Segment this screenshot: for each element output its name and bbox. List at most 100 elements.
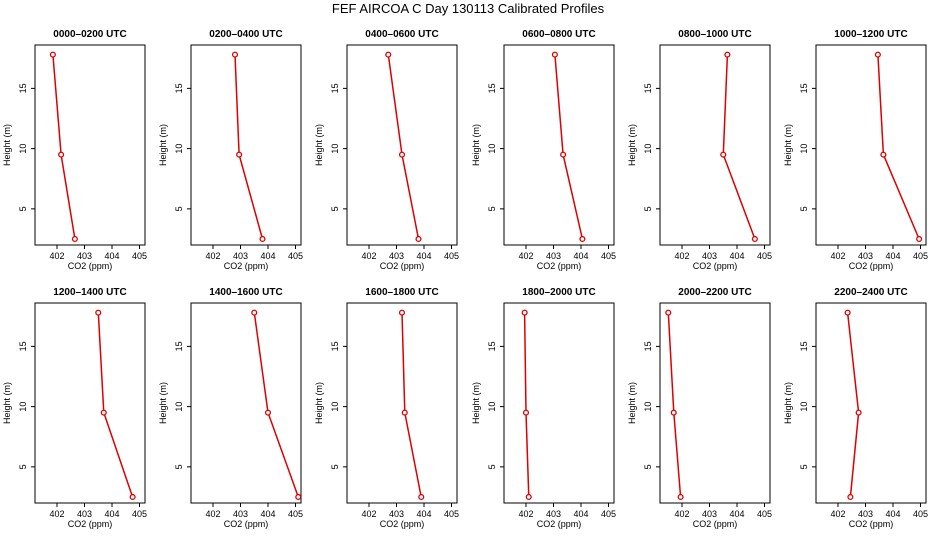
y-tick-label: 15 <box>487 83 497 93</box>
x-tick-label: 405 <box>132 509 147 519</box>
plot-frame <box>659 44 771 246</box>
y-tick-label: 10 <box>799 402 809 412</box>
panel-9: 1600–1800 UTC 402 403 404 405 5 10 15 CO2 (ppm) H… <box>314 287 459 529</box>
x-tick-label: 404 <box>885 251 900 261</box>
panel-title: 1400–1600 UTC <box>209 287 282 298</box>
profile-point <box>385 51 392 58</box>
y-axis-label: Height (m) <box>783 124 793 166</box>
profile-line <box>387 54 420 240</box>
x-tick-label: 402 <box>205 251 220 261</box>
panel-title: 1800–2000 UTC <box>522 287 595 298</box>
panel-1: 0000–0200 UTC 402 403 404 405 5 10 15 CO2 (ppm) H… <box>2 29 147 271</box>
plot-frame <box>346 44 458 246</box>
y-tick-label: 5 <box>18 206 28 211</box>
profile-point <box>401 409 408 416</box>
x-tick-label: 404 <box>729 251 744 261</box>
profile-point <box>100 409 107 416</box>
x-axis-label: CO2 (ppm) <box>537 519 582 529</box>
y-tick-label: 10 <box>643 144 653 154</box>
panel-12: 2200–2400 UTC 402 403 404 405 5 10 15 CO2 (ppm) H… <box>783 287 928 529</box>
y-tick-label: 10 <box>174 402 184 412</box>
profile-line <box>234 54 264 240</box>
x-tick-label: 405 <box>444 509 459 519</box>
profile-point <box>677 493 684 501</box>
x-axis-label: CO2 (ppm) <box>224 261 269 271</box>
profile-point <box>916 235 923 243</box>
plot-frame <box>503 302 615 504</box>
panel-title: 0200–0400 UTC <box>209 29 282 40</box>
profile-line <box>667 312 682 498</box>
y-tick-label: 10 <box>174 144 184 154</box>
x-tick-label: 404 <box>885 509 900 519</box>
profile-point <box>415 235 422 243</box>
profile-point <box>398 151 406 158</box>
x-tick-label: 403 <box>389 509 404 519</box>
panel-grid: 0000–0200 UTC 402 403 404 405 5 10 15 CO2 (ppm) H… <box>2 29 928 529</box>
figure-title: FEF AIRCOA C Day 130113 Calibrated Profi… <box>332 1 605 16</box>
x-tick-label: 402 <box>518 509 533 519</box>
profile-point <box>874 51 881 58</box>
plot-frame <box>190 44 302 246</box>
x-tick-label: 403 <box>233 251 248 261</box>
x-tick-label: 402 <box>49 509 64 519</box>
x-tick-label: 404 <box>260 509 275 519</box>
profile-line <box>877 54 920 240</box>
x-tick-label: 403 <box>702 251 717 261</box>
profile-point <box>844 309 851 316</box>
panel-title: 0400–0600 UTC <box>365 29 438 40</box>
profile-line <box>253 312 300 498</box>
x-axis-label: CO2 (ppm) <box>537 261 582 271</box>
profile-point <box>71 235 78 243</box>
x-tick-label: 404 <box>416 251 431 261</box>
profile-point <box>398 309 406 316</box>
profile-point <box>880 151 887 158</box>
x-tick-label: 405 <box>913 509 928 519</box>
x-tick-label: 405 <box>288 509 303 519</box>
y-tick-label: 10 <box>330 144 340 154</box>
plot-frame <box>503 44 615 246</box>
y-tick-label: 5 <box>330 464 340 469</box>
x-tick-label: 405 <box>757 251 772 261</box>
y-tick-label: 10 <box>799 144 809 154</box>
x-axis-label: CO2 (ppm) <box>849 261 894 271</box>
x-tick-label: 403 <box>77 251 92 261</box>
x-tick-label: 404 <box>573 509 588 519</box>
x-tick-label: 403 <box>546 251 561 261</box>
plot-frame <box>815 302 927 504</box>
profile-line <box>722 54 756 240</box>
x-axis-label: CO2 (ppm) <box>693 519 738 529</box>
y-tick-label: 5 <box>643 206 653 211</box>
plot-frame <box>190 302 302 504</box>
profile-point <box>259 235 266 243</box>
panel-5: 0800–1000 UTC 402 403 404 405 5 10 15 CO2 (ppm) H… <box>627 29 772 271</box>
y-tick-label: 5 <box>174 464 184 469</box>
x-tick-label: 402 <box>830 251 845 261</box>
y-axis-label: Height (m) <box>2 382 12 424</box>
profile-point <box>418 493 425 501</box>
y-tick-label: 10 <box>330 402 340 412</box>
profile-point <box>251 309 258 316</box>
x-tick-label: 404 <box>104 251 119 261</box>
y-tick-label: 5 <box>799 206 809 211</box>
y-tick-label: 5 <box>18 464 28 469</box>
y-tick-label: 10 <box>487 402 497 412</box>
x-tick-label: 403 <box>389 251 404 261</box>
y-tick-label: 15 <box>174 83 184 93</box>
profile-point <box>525 493 532 501</box>
x-tick-label: 402 <box>830 509 845 519</box>
panel-2: 0200–0400 UTC 402 403 404 405 5 10 15 CO2 (ppm) H… <box>158 29 303 271</box>
profile-point <box>724 51 731 58</box>
panel-title: 2000–2200 UTC <box>678 287 751 298</box>
x-axis-label: CO2 (ppm) <box>380 519 425 529</box>
x-tick-label: 402 <box>674 509 689 519</box>
x-tick-label: 403 <box>858 509 873 519</box>
y-tick-label: 10 <box>18 144 28 154</box>
panel-11: 2000–2200 UTC 402 403 404 405 5 10 15 CO2 (ppm) H… <box>627 287 772 529</box>
panel-title: 1000–1200 UTC <box>834 29 907 40</box>
panel-10: 1800–2000 UTC 402 403 404 405 5 10 15 CO2 (ppm) H… <box>471 287 616 529</box>
y-tick-label: 5 <box>799 464 809 469</box>
y-axis-label: Height (m) <box>158 382 168 424</box>
x-tick-label: 403 <box>702 509 717 519</box>
x-tick-label: 403 <box>546 509 561 519</box>
